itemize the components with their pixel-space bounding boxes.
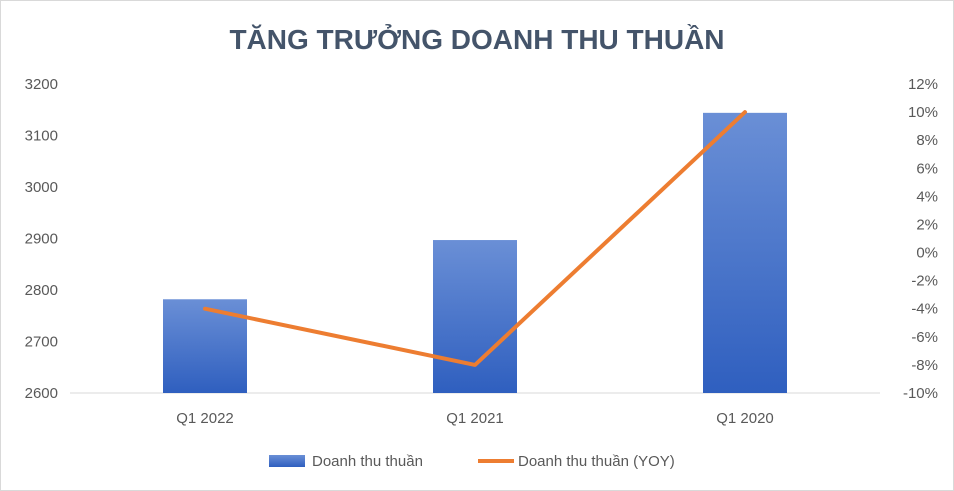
y-left-tick-label: 3100 xyxy=(25,128,58,145)
y-right-tick-label: 10% xyxy=(908,104,938,121)
y-right-tick-label: 6% xyxy=(916,160,938,177)
y-right-tick-label: 0% xyxy=(916,245,938,262)
y-left-tick-label: 3000 xyxy=(25,179,58,196)
x-tick-label: Q1 2021 xyxy=(446,410,504,427)
y-right-tick-label: 12% xyxy=(908,76,938,93)
y-left-tick-label: 2600 xyxy=(25,385,58,402)
y-left-tick-label: 2900 xyxy=(25,231,58,248)
y-left-tick-label: 2700 xyxy=(25,334,58,351)
legend-swatch-bar xyxy=(269,455,305,467)
y-right-tick-label: -8% xyxy=(911,357,938,374)
x-tick-label: Q1 2020 xyxy=(716,410,774,427)
y-right-tick-label: 8% xyxy=(916,132,938,149)
legend-label-line: Doanh thu thuần (YOY) xyxy=(518,453,675,470)
y-left-tick-label: 2800 xyxy=(25,282,58,299)
chart-title: TĂNG TRƯỞNG DOANH THU THUẦN xyxy=(229,23,724,55)
y-right-tick-label: -4% xyxy=(911,301,938,318)
y-right-tick-label: 2% xyxy=(916,216,938,233)
legend-label-bar: Doanh thu thuần xyxy=(312,453,423,470)
y-left-tick-label: 3200 xyxy=(25,76,58,93)
bar-doanh-thu xyxy=(703,112,787,393)
y-right-tick-label: 4% xyxy=(916,188,938,205)
y-right-tick-label: -2% xyxy=(911,273,938,290)
y-right-tick-label: -6% xyxy=(911,329,938,346)
y-right-tick-label: -10% xyxy=(903,385,938,402)
line-yoy xyxy=(203,110,747,367)
bar-doanh-thu xyxy=(433,240,517,393)
x-tick-label: Q1 2022 xyxy=(176,410,234,427)
